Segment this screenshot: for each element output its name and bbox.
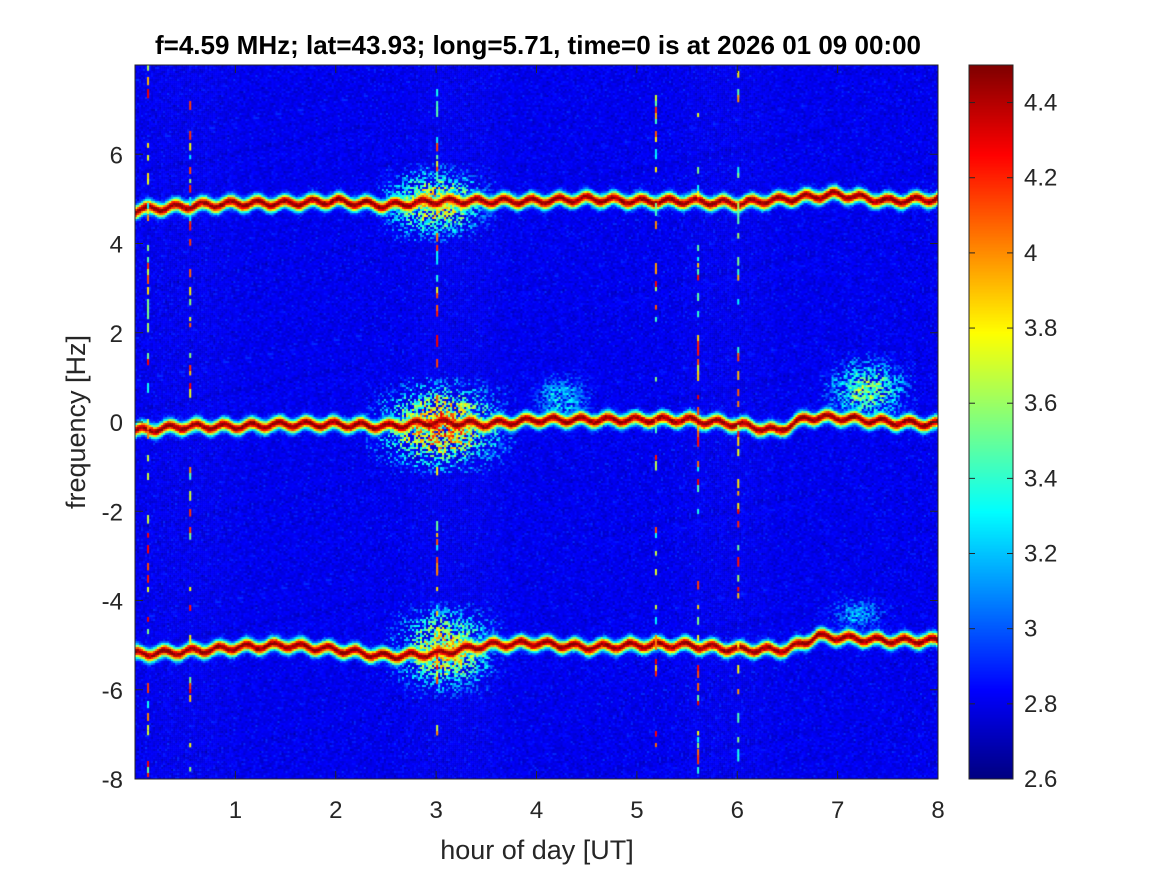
- y-tick-label: -8: [102, 767, 123, 794]
- y-tick-label: -6: [102, 678, 123, 705]
- spectrogram-heatmap: [135, 65, 938, 779]
- y-tick-label: 6: [110, 142, 123, 169]
- colorbar-tick-label: 4.2: [1024, 165, 1057, 192]
- colorbar-gradient: [969, 65, 1013, 779]
- colorbar-axis: 2.6 2.8 3 3.2 3.4 3.6 3.8 4 4.2 4.4: [969, 90, 1057, 793]
- colorbar-tick-label: 4.4: [1024, 90, 1057, 117]
- colorbar-tick-label: 3.6: [1024, 390, 1057, 417]
- colorbar-tick-label: 2.6: [1024, 766, 1057, 793]
- x-tick-label: 6: [731, 797, 744, 824]
- x-tick-label: 8: [931, 797, 944, 824]
- colorbar-tick-label: 3.2: [1024, 541, 1057, 568]
- y-axis: -8 -6 -4 -2 0 2 4 6: [102, 142, 938, 794]
- y-tick-label: -4: [102, 589, 123, 616]
- chart-title: f=4.59 MHz; lat=43.93; long=5.71, time=0…: [155, 30, 921, 60]
- x-axis-label: hour of day [UT]: [440, 835, 634, 865]
- x-tick-label: 5: [630, 797, 643, 824]
- colorbar: [969, 65, 1013, 779]
- y-tick-label: 2: [110, 321, 123, 348]
- colorbar-tick-label: 3.8: [1024, 315, 1057, 342]
- x-tick-label: 4: [530, 797, 543, 824]
- x-tick-label: 2: [329, 797, 342, 824]
- y-tick-label: 4: [110, 232, 123, 259]
- y-axis-label: frequency [Hz]: [61, 335, 91, 509]
- colorbar-tick-label: 4: [1024, 240, 1037, 267]
- y-tick-label: -2: [102, 499, 123, 526]
- plot-area: [135, 65, 938, 779]
- y-tick-label: 0: [110, 410, 123, 437]
- colorbar-tick-label: 3: [1024, 616, 1037, 643]
- colorbar-tick-label: 3.4: [1024, 465, 1057, 492]
- colorbar-tick-label: 2.8: [1024, 691, 1057, 718]
- x-tick-label: 1: [229, 797, 242, 824]
- x-tick-label: 7: [831, 797, 844, 824]
- x-tick-label: 3: [429, 797, 442, 824]
- colorbar-frame: [968, 64, 1014, 780]
- x-axis: 1 2 3 4 5 6 7 8: [229, 65, 945, 824]
